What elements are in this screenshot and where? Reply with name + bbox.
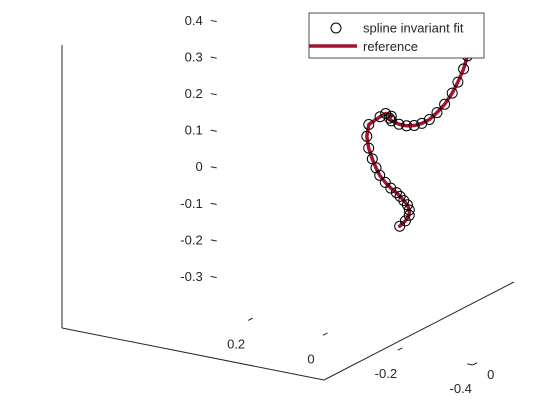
fit-marker [431,107,443,119]
x-axis-line [323,281,515,381]
fit-marker [384,112,395,124]
data-series [361,15,475,232]
fit-marker [398,195,410,207]
y-tick [472,362,478,366]
z-tick-label: 0.2 [185,86,203,101]
fit-marker [394,190,406,202]
fit-marker [446,87,458,99]
z-tick [210,239,217,242]
fit-marker [399,215,411,227]
axes [61,45,515,381]
fit-marker [363,142,375,154]
z-tick-label: 0 [195,159,202,174]
z-tick-label: 0.1 [185,123,203,138]
fit-marker [401,120,413,132]
fit-marker [366,153,378,165]
fit-marker [379,176,391,188]
legend-marker-symbol [330,22,342,34]
fit-marker [363,119,375,130]
fit-marker [408,120,420,131]
y-tick [322,332,328,336]
legend: spline invariant fit reference [308,12,485,59]
fit-marker [403,209,415,221]
y-tick-label: -0.2 [375,366,397,381]
z-tick [210,275,217,279]
tick-marks [210,19,478,366]
y-tick-label: -0.4 [450,381,472,396]
fit-marker [385,182,397,194]
y-tick [397,347,403,351]
fit-marker [401,199,413,211]
x-tick-label: 0 [487,367,494,382]
fit-marker [403,204,415,216]
fit-marker [385,110,397,122]
fit-marker [393,118,405,130]
fit-marker [439,98,451,110]
z-tick-label: -0.3 [180,269,202,284]
x-tick [467,363,473,366]
legend-label-reference: reference [363,39,418,54]
z-tick-label: -0.2 [180,232,202,247]
z-tick [210,93,217,96]
tick-labels: 0.40.30.20.10-0.1-0.2-0.30.20-0.2-0.400.… [180,13,494,396]
z-tick-label: 0.3 [185,50,203,65]
y-tick [247,317,253,321]
fit-marker [385,115,397,127]
z-tick [210,166,217,169]
z-tick [210,202,217,205]
z-tick [210,19,217,23]
fit-marker [423,114,435,125]
y-tick-label: 0 [307,351,314,366]
z-tick-label: -0.1 [180,196,202,211]
fit-marker [458,63,470,75]
fit-marker [361,130,373,142]
z-tick [210,129,217,132]
legend-box [308,12,485,59]
fit-marker [374,169,386,181]
legend-label-fit: spline invariant fit [363,21,464,36]
fit-marker [452,76,464,88]
y-tick-label: 0.2 [227,336,245,351]
z-tick-label: 0.4 [185,13,203,28]
y-axis-line [61,327,325,381]
z-tick [210,56,217,59]
